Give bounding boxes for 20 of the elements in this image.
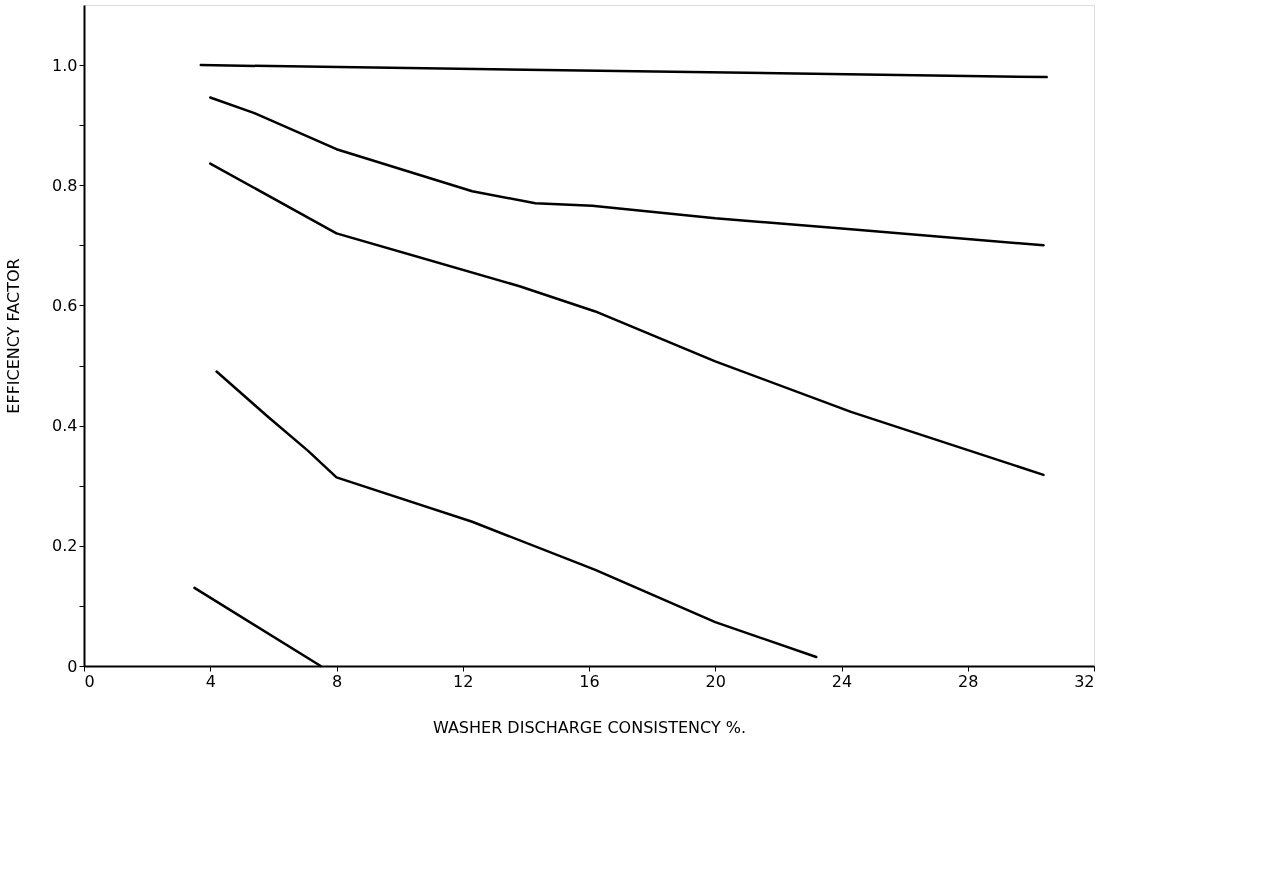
x-tick-label: 24: [831, 671, 853, 691]
x-tick-label: 32: [1074, 671, 1095, 691]
x-tick-label: 20: [705, 671, 726, 691]
y-tick-label: 0.6: [52, 295, 78, 315]
x-tick-label: 12: [453, 671, 474, 691]
y-tick-label: 1.0: [52, 55, 78, 75]
x-tick-label: 8: [331, 671, 343, 691]
line-series: [215, 370, 818, 659]
x-tick-label: 4: [205, 671, 216, 691]
x-tick-label: 0: [84, 671, 95, 691]
line-series: [209, 96, 1045, 247]
y-axis-title: EFFICENCY FACTOR: [4, 258, 24, 414]
y-tick-label: 0.8: [52, 175, 78, 195]
y-tick-label: 0.4: [52, 416, 78, 436]
x-tick-label: 28: [958, 671, 979, 691]
line-series: [209, 162, 1045, 477]
x-tick-label: 16: [579, 671, 600, 691]
y-tick-label: 0: [67, 656, 78, 676]
x-axis-title: WASHER DISCHARGE CONSISTENCY %.: [432, 717, 747, 737]
y-tick-label: 0.2: [52, 536, 78, 556]
